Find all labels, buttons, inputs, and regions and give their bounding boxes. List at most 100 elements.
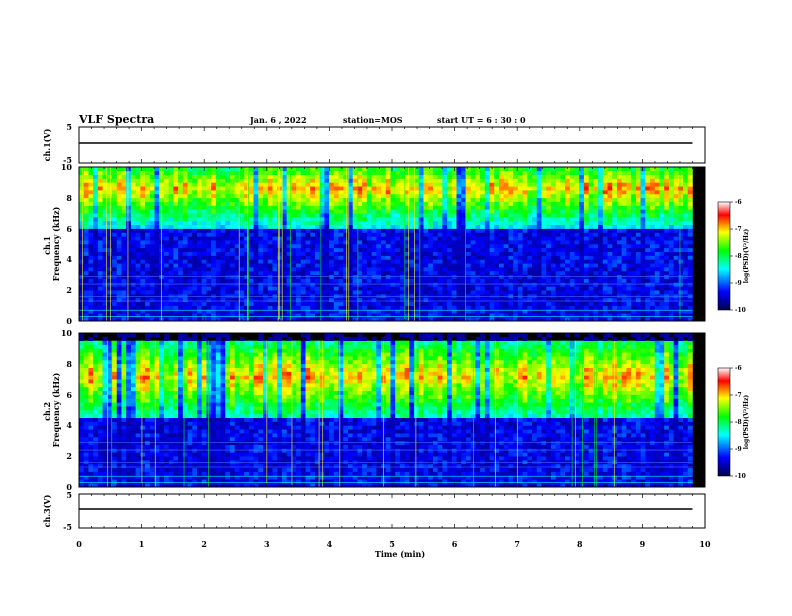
spectrogram-cell (145, 259, 150, 263)
spectrogram-cell (584, 186, 589, 190)
spectrogram-cell (188, 179, 193, 183)
spectrogram-cell (442, 209, 447, 213)
spectrogram-cell (560, 232, 565, 236)
spectrogram-cell (452, 267, 457, 271)
spectrogram-cell (641, 263, 646, 267)
spectrogram-cell (490, 217, 495, 221)
spectrogram-cell (475, 240, 480, 244)
spectrogram-cell (263, 302, 268, 306)
spectrogram-cell (386, 232, 391, 236)
spectrogram-cell (221, 225, 226, 229)
spectrogram-cell (523, 179, 528, 183)
spectrogram-cell (381, 279, 386, 283)
spectrogram-cell (508, 256, 513, 260)
spectrogram-cell (353, 179, 358, 183)
spectrogram-cell (117, 302, 122, 306)
spectrogram-cell (334, 244, 339, 248)
spectrogram-cell (537, 259, 542, 263)
spectrogram-cell (306, 244, 311, 248)
spectrogram-cell (126, 202, 131, 206)
spectrogram-cell (438, 217, 443, 221)
spectrogram-cell (324, 298, 329, 302)
spectrogram-cell (485, 283, 490, 287)
spectrogram-cell (485, 306, 490, 310)
spectrogram-cell (447, 244, 452, 248)
spectrogram-cell (475, 302, 480, 306)
spectrogram-cell (395, 302, 400, 306)
spectrogram-cell (211, 236, 216, 240)
spectrogram-cell (631, 175, 636, 179)
spectrogram-cell (239, 194, 244, 198)
spectrogram-cell (508, 221, 513, 225)
spectrogram-cell (546, 267, 551, 271)
spectrogram-cell (593, 313, 598, 317)
spectrogram-cell (532, 167, 537, 171)
spectrogram-cell (145, 213, 150, 217)
spectrogram-cell (532, 209, 537, 213)
spectrogram-cell (230, 194, 235, 198)
spectrogram-cell (183, 198, 188, 202)
spectrogram-cell (626, 229, 631, 233)
spectrogram-cell (499, 279, 504, 283)
spectrogram-cell (206, 244, 211, 248)
spectrogram-cell (254, 194, 259, 198)
spectrogram-cell (631, 244, 636, 248)
spectrogram-cell (390, 202, 395, 206)
spectrogram-cell (499, 198, 504, 202)
spectrogram-cell (192, 186, 197, 190)
spectrogram-cell (381, 275, 386, 279)
spectrogram-cell (169, 186, 174, 190)
spectrogram-cell (471, 286, 476, 290)
spectrogram-cell (112, 240, 117, 244)
spectrogram-cell (504, 209, 509, 213)
spectrogram-cell (433, 256, 438, 260)
spectrogram-cell (98, 279, 103, 283)
spectrogram-cell (296, 275, 301, 279)
spectrogram-cell (136, 213, 141, 217)
spectrogram-cell (645, 209, 650, 213)
spectrogram-cell (131, 313, 136, 317)
spectrogram-cell (291, 275, 296, 279)
spectrogram-cell (381, 267, 386, 271)
spectrogram-cell (641, 190, 646, 194)
spectrogram-cell (471, 171, 476, 175)
spectrogram-cell (593, 182, 598, 186)
spectrogram-cell (584, 244, 589, 248)
spectrogram-cell (372, 171, 377, 175)
spectrogram-cell (490, 279, 495, 283)
spectrogram-cell (334, 283, 339, 287)
spectrogram-cell (386, 306, 391, 310)
spectrogram-cell (254, 313, 259, 317)
spectrogram-cell (395, 298, 400, 302)
spectrogram-cell (485, 267, 490, 271)
spectrogram-cell (471, 221, 476, 225)
spectrogram-cell (598, 283, 603, 287)
spectrogram-cell (603, 302, 608, 306)
spectrogram-cell (339, 213, 344, 217)
spectrogram-cell (428, 190, 433, 194)
spectrogram-cell (471, 206, 476, 210)
spectrogram-cell (518, 221, 523, 225)
spectrogram-cell (641, 256, 646, 260)
spectrogram-cell (499, 194, 504, 198)
spectrogram-cell (598, 263, 603, 267)
spectrogram-cell (306, 290, 311, 294)
spectrogram-cell (353, 240, 358, 244)
spectrogram-cell (339, 267, 344, 271)
spectrogram-cell (400, 171, 405, 175)
spectrogram-cell (296, 256, 301, 260)
spectrogram-cell (107, 306, 112, 310)
spectrogram-cell (112, 171, 117, 175)
spectrogram-cell (409, 190, 414, 194)
spectrogram-cell (249, 286, 254, 290)
spectrogram-cell (136, 298, 141, 302)
spectrogram-cell (188, 236, 193, 240)
spectrogram-cell (409, 225, 414, 229)
spectrogram-cell (258, 259, 263, 263)
spectrogram-cell (107, 175, 112, 179)
spectrogram-cell (320, 179, 325, 183)
spectrogram-cell (546, 248, 551, 252)
spectrogram-cell (197, 182, 202, 186)
spectrogram-cell (641, 259, 646, 263)
spectrogram-cell (183, 252, 188, 256)
